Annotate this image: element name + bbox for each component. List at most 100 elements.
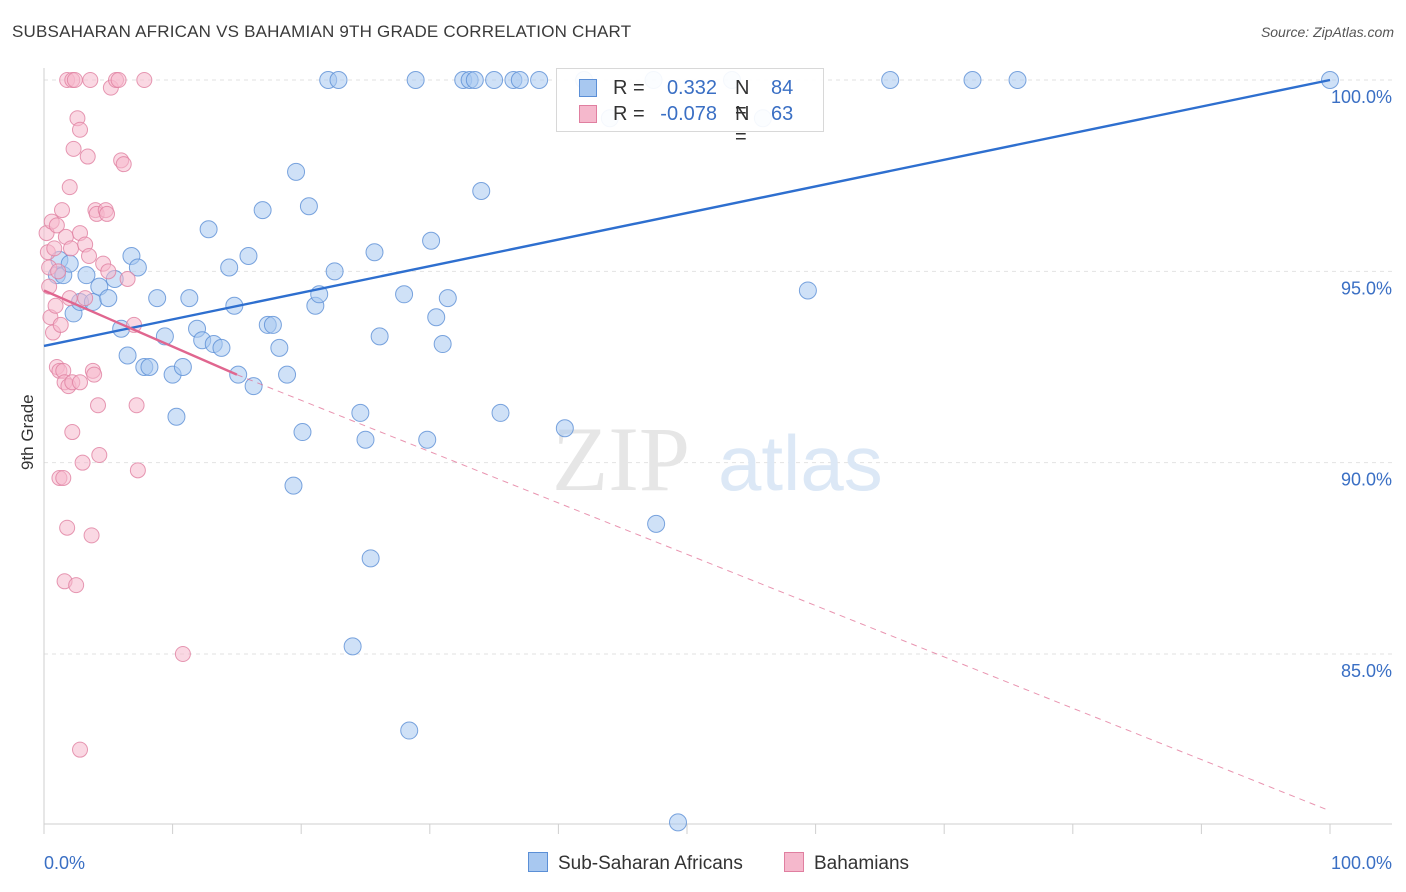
legend-n-label: N =	[735, 77, 750, 122]
legend-n-label: N =	[735, 103, 750, 148]
point-subsaharan	[278, 365, 297, 384]
point-bahamian	[129, 462, 146, 479]
point-subsaharan	[798, 281, 817, 300]
point-subsaharan	[270, 338, 289, 357]
point-subsaharan	[173, 358, 192, 376]
point-subsaharan	[99, 289, 118, 308]
trendline-bahamian	[43, 289, 238, 376]
point-bahamian	[72, 121, 89, 138]
series-swatch-blue	[528, 852, 548, 872]
correlation-legend: R = 0.332 N = 84 R = -0.078 N = 63	[556, 68, 824, 148]
point-bahamian	[72, 741, 89, 758]
point-subsaharan	[1008, 71, 1027, 89]
y-tick-label: 100.0%	[1331, 87, 1392, 107]
point-subsaharan	[199, 220, 218, 239]
point-bahamian	[83, 527, 100, 544]
point-bahamian	[74, 454, 91, 471]
point-subsaharan	[212, 338, 231, 357]
y-tick-label: 95.0%	[1341, 278, 1392, 298]
point-bahamian	[48, 217, 65, 234]
legend-r-value: -0.078	[660, 103, 717, 125]
point-subsaharan	[472, 181, 491, 200]
x-tick-label: 100.0%	[1331, 853, 1392, 873]
point-subsaharan	[418, 430, 437, 449]
series-swatch-pink	[784, 852, 804, 872]
series-legend-item-bahamians[interactable]: Bahamians	[784, 852, 909, 875]
legend-n-value: 84	[771, 77, 794, 99]
point-subsaharan	[530, 71, 549, 89]
point-subsaharan	[140, 358, 159, 376]
chart-title: SUBSAHARAN AFRICAN VS BAHAMIAN 9TH GRADE…	[12, 22, 632, 41]
point-bahamian	[63, 240, 80, 257]
point-bahamian	[79, 148, 96, 165]
point-subsaharan	[239, 247, 258, 266]
tick-labels: 85.0% 90.0% 95.0% 100.0% 0.0% 100.0%	[44, 87, 1392, 873]
point-subsaharan	[287, 162, 306, 181]
point-subsaharan	[485, 71, 504, 89]
point-bahamian	[55, 469, 72, 486]
point-bahamian	[64, 424, 81, 441]
x-tick-label: 0.0%	[44, 853, 85, 873]
watermark: ZIP atlas	[552, 408, 883, 510]
trendline-bahamian-extended	[236, 374, 1331, 812]
point-subsaharan	[963, 71, 982, 89]
point-bahamian	[128, 397, 145, 414]
point-subsaharan	[284, 476, 303, 495]
point-subsaharan	[329, 71, 348, 89]
point-subsaharan	[325, 262, 344, 281]
series-legend-item-africans[interactable]: Sub-Saharan Africans	[528, 852, 743, 875]
point-subsaharan	[220, 258, 239, 277]
point-bahamian	[81, 248, 98, 265]
point-bahamian	[136, 72, 153, 88]
point-bahamian	[52, 316, 69, 333]
series-legend: Sub-Saharan Africans Bahamians	[0, 852, 1406, 876]
point-subsaharan	[400, 721, 419, 740]
point-subsaharan	[365, 243, 384, 262]
legend-r-value: 0.332	[666, 77, 717, 99]
point-bahamian	[91, 447, 108, 464]
point-bahamian	[65, 140, 82, 157]
point-subsaharan	[180, 289, 199, 308]
point-subsaharan	[293, 423, 312, 442]
legend-swatch-blue	[579, 79, 597, 97]
point-subsaharan	[128, 258, 147, 277]
trendline-subsaharan	[43, 78, 1331, 348]
point-subsaharan	[263, 315, 282, 334]
point-bahamian	[61, 179, 78, 196]
point-bahamian	[54, 202, 71, 219]
point-subsaharan	[343, 637, 362, 656]
point-bahamian	[86, 366, 103, 383]
point-subsaharan	[510, 71, 529, 89]
point-bahamian	[59, 519, 76, 536]
point-subsaharan	[351, 403, 370, 422]
y-axis-label: 9th Grade	[18, 394, 37, 470]
gridlines	[44, 79, 1392, 655]
point-subsaharan	[299, 197, 318, 216]
point-bahamian	[50, 263, 67, 280]
point-subsaharan	[427, 308, 446, 327]
watermark-zip: ZIP	[552, 408, 690, 510]
legend-r-label: R =	[613, 77, 645, 99]
point-subsaharan	[433, 335, 452, 354]
point-bahamian	[82, 72, 99, 88]
trend-lines	[43, 78, 1331, 812]
legend-r-label: R =	[613, 103, 645, 125]
point-bahamian	[46, 240, 63, 257]
point-subsaharan	[491, 403, 510, 422]
y-tick-label: 90.0%	[1341, 470, 1392, 490]
legend-swatch-pink	[579, 105, 597, 123]
point-subsaharan	[395, 285, 414, 304]
point-subsaharan	[438, 289, 457, 308]
point-subsaharan	[668, 813, 687, 832]
series-legend-label: Sub-Saharan Africans	[558, 853, 743, 874]
point-subsaharan	[77, 266, 96, 285]
y-tick-label: 85.0%	[1341, 661, 1392, 681]
point-subsaharan	[253, 201, 272, 220]
point-bahamian	[72, 374, 89, 391]
point-subsaharan	[118, 346, 137, 365]
watermark-atlas: atlas	[718, 419, 883, 507]
point-subsaharan	[148, 289, 167, 308]
point-subsaharan	[370, 327, 389, 346]
point-bahamian	[77, 290, 94, 307]
